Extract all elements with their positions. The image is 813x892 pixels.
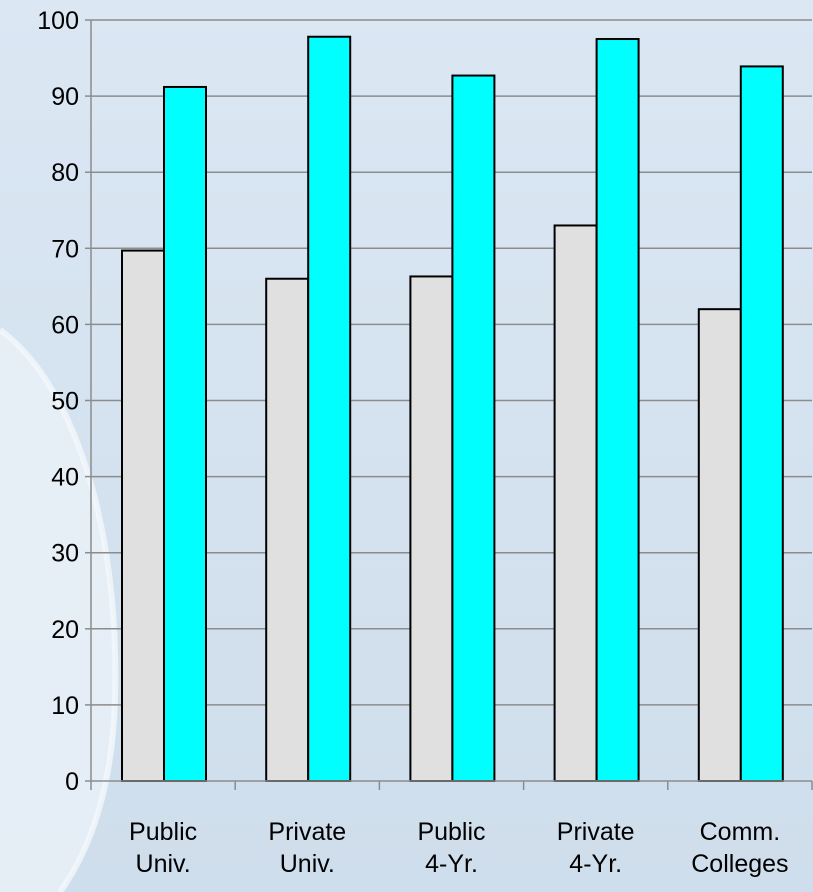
x-category-labels: Public Univ. Private Univ. Public 4-Yr. Privat… <box>129 818 788 878</box>
bar <box>452 76 494 781</box>
bar <box>308 37 350 781</box>
bar <box>164 87 206 781</box>
x-category-label: 4-Yr. <box>425 850 478 878</box>
bar <box>555 225 597 781</box>
y-tick-label: 0 <box>65 768 79 796</box>
bars <box>122 37 783 781</box>
x-category-label: 4-Yr. <box>569 850 622 878</box>
x-category-label: Univ. <box>280 850 335 878</box>
y-tick-label: 100 <box>37 7 79 35</box>
y-tick-label: 10 <box>51 692 79 720</box>
bar <box>741 66 783 781</box>
x-category-label: Colleges <box>691 850 788 878</box>
bar <box>699 309 741 781</box>
x-category-label: Private <box>557 818 635 846</box>
x-category-label: Comm. <box>700 818 781 846</box>
y-tick-label: 50 <box>51 388 79 416</box>
x-category-label: Univ. <box>136 850 191 878</box>
y-tick-label: 20 <box>51 616 79 644</box>
y-tick-label: 70 <box>51 235 79 263</box>
bar <box>122 251 164 781</box>
x-category-label: Public <box>417 818 485 846</box>
y-tick-label: 60 <box>51 311 79 339</box>
bar <box>410 276 452 781</box>
y-tick-label: 40 <box>51 464 79 492</box>
bar <box>597 39 639 781</box>
bar <box>266 279 308 781</box>
y-tick-label: 80 <box>51 159 79 187</box>
x-category-label: Public <box>129 818 197 846</box>
x-category-label: Private <box>268 818 346 846</box>
y-tick-label: 30 <box>51 540 79 568</box>
y-tick-label: 90 <box>51 83 79 111</box>
